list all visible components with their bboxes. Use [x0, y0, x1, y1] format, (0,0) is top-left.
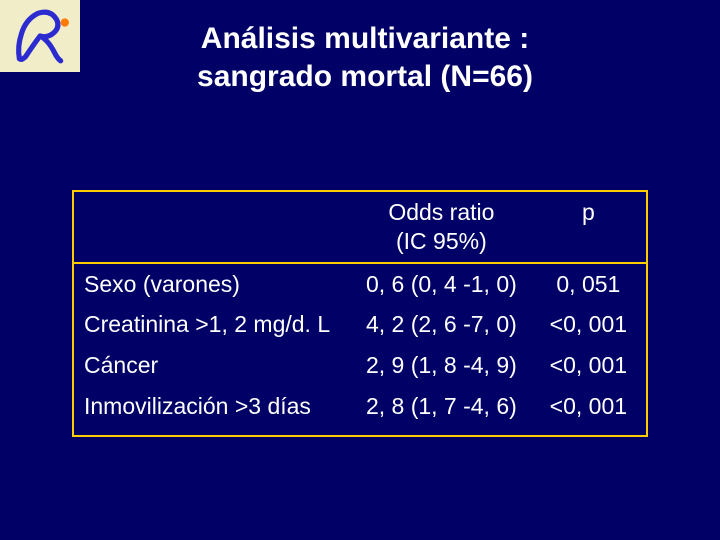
cell-variable: Cáncer [74, 345, 352, 386]
cell-p: <0, 001 [531, 386, 646, 427]
header-or-line1: Odds ratio [388, 199, 494, 225]
cell-variable: Creatinina >1, 2 mg/d. L [74, 304, 352, 345]
cell-odds-ratio: 0, 6 (0, 4 -1, 0) [352, 264, 531, 305]
cell-variable: Sexo (varones) [74, 264, 352, 305]
title-line-1: Análisis multivariante : [201, 22, 529, 55]
header-p: p [531, 192, 646, 262]
logo-badge [0, 0, 80, 72]
table-body: Sexo (varones) 0, 6 (0, 4 -1, 0) 0, 051 … [74, 264, 646, 435]
cell-odds-ratio: 4, 2 (2, 6 -7, 0) [352, 304, 531, 345]
header-or-line2: (IC 95%) [396, 228, 487, 254]
cell-odds-ratio: 2, 9 (1, 8 -4, 9) [352, 345, 531, 386]
table-header-row: Odds ratio (IC 95%) p [74, 192, 646, 264]
slide-title: Análisis multivariante : sangrado mortal… [130, 20, 600, 95]
cell-p: 0, 051 [531, 264, 646, 305]
table-row: Inmovilización >3 días 2, 8 (1, 7 -4, 6)… [74, 386, 646, 427]
cell-p: <0, 001 [531, 345, 646, 386]
title-line-2: sangrado mortal (N=66) [197, 60, 533, 93]
logo-r-icon [9, 5, 71, 67]
table-row: Cáncer 2, 9 (1, 8 -4, 9) <0, 001 [74, 345, 646, 386]
table-row: Sexo (varones) 0, 6 (0, 4 -1, 0) 0, 051 [74, 264, 646, 305]
multivariate-table: Odds ratio (IC 95%) p Sexo (varones) 0, … [72, 190, 648, 437]
cell-variable: Inmovilización >3 días [74, 386, 352, 427]
cell-odds-ratio: 2, 8 (1, 7 -4, 6) [352, 386, 531, 427]
header-odds-ratio: Odds ratio (IC 95%) [352, 192, 531, 262]
cell-p: <0, 001 [531, 304, 646, 345]
header-variable [74, 192, 352, 262]
table-row: Creatinina >1, 2 mg/d. L 4, 2 (2, 6 -7, … [74, 304, 646, 345]
